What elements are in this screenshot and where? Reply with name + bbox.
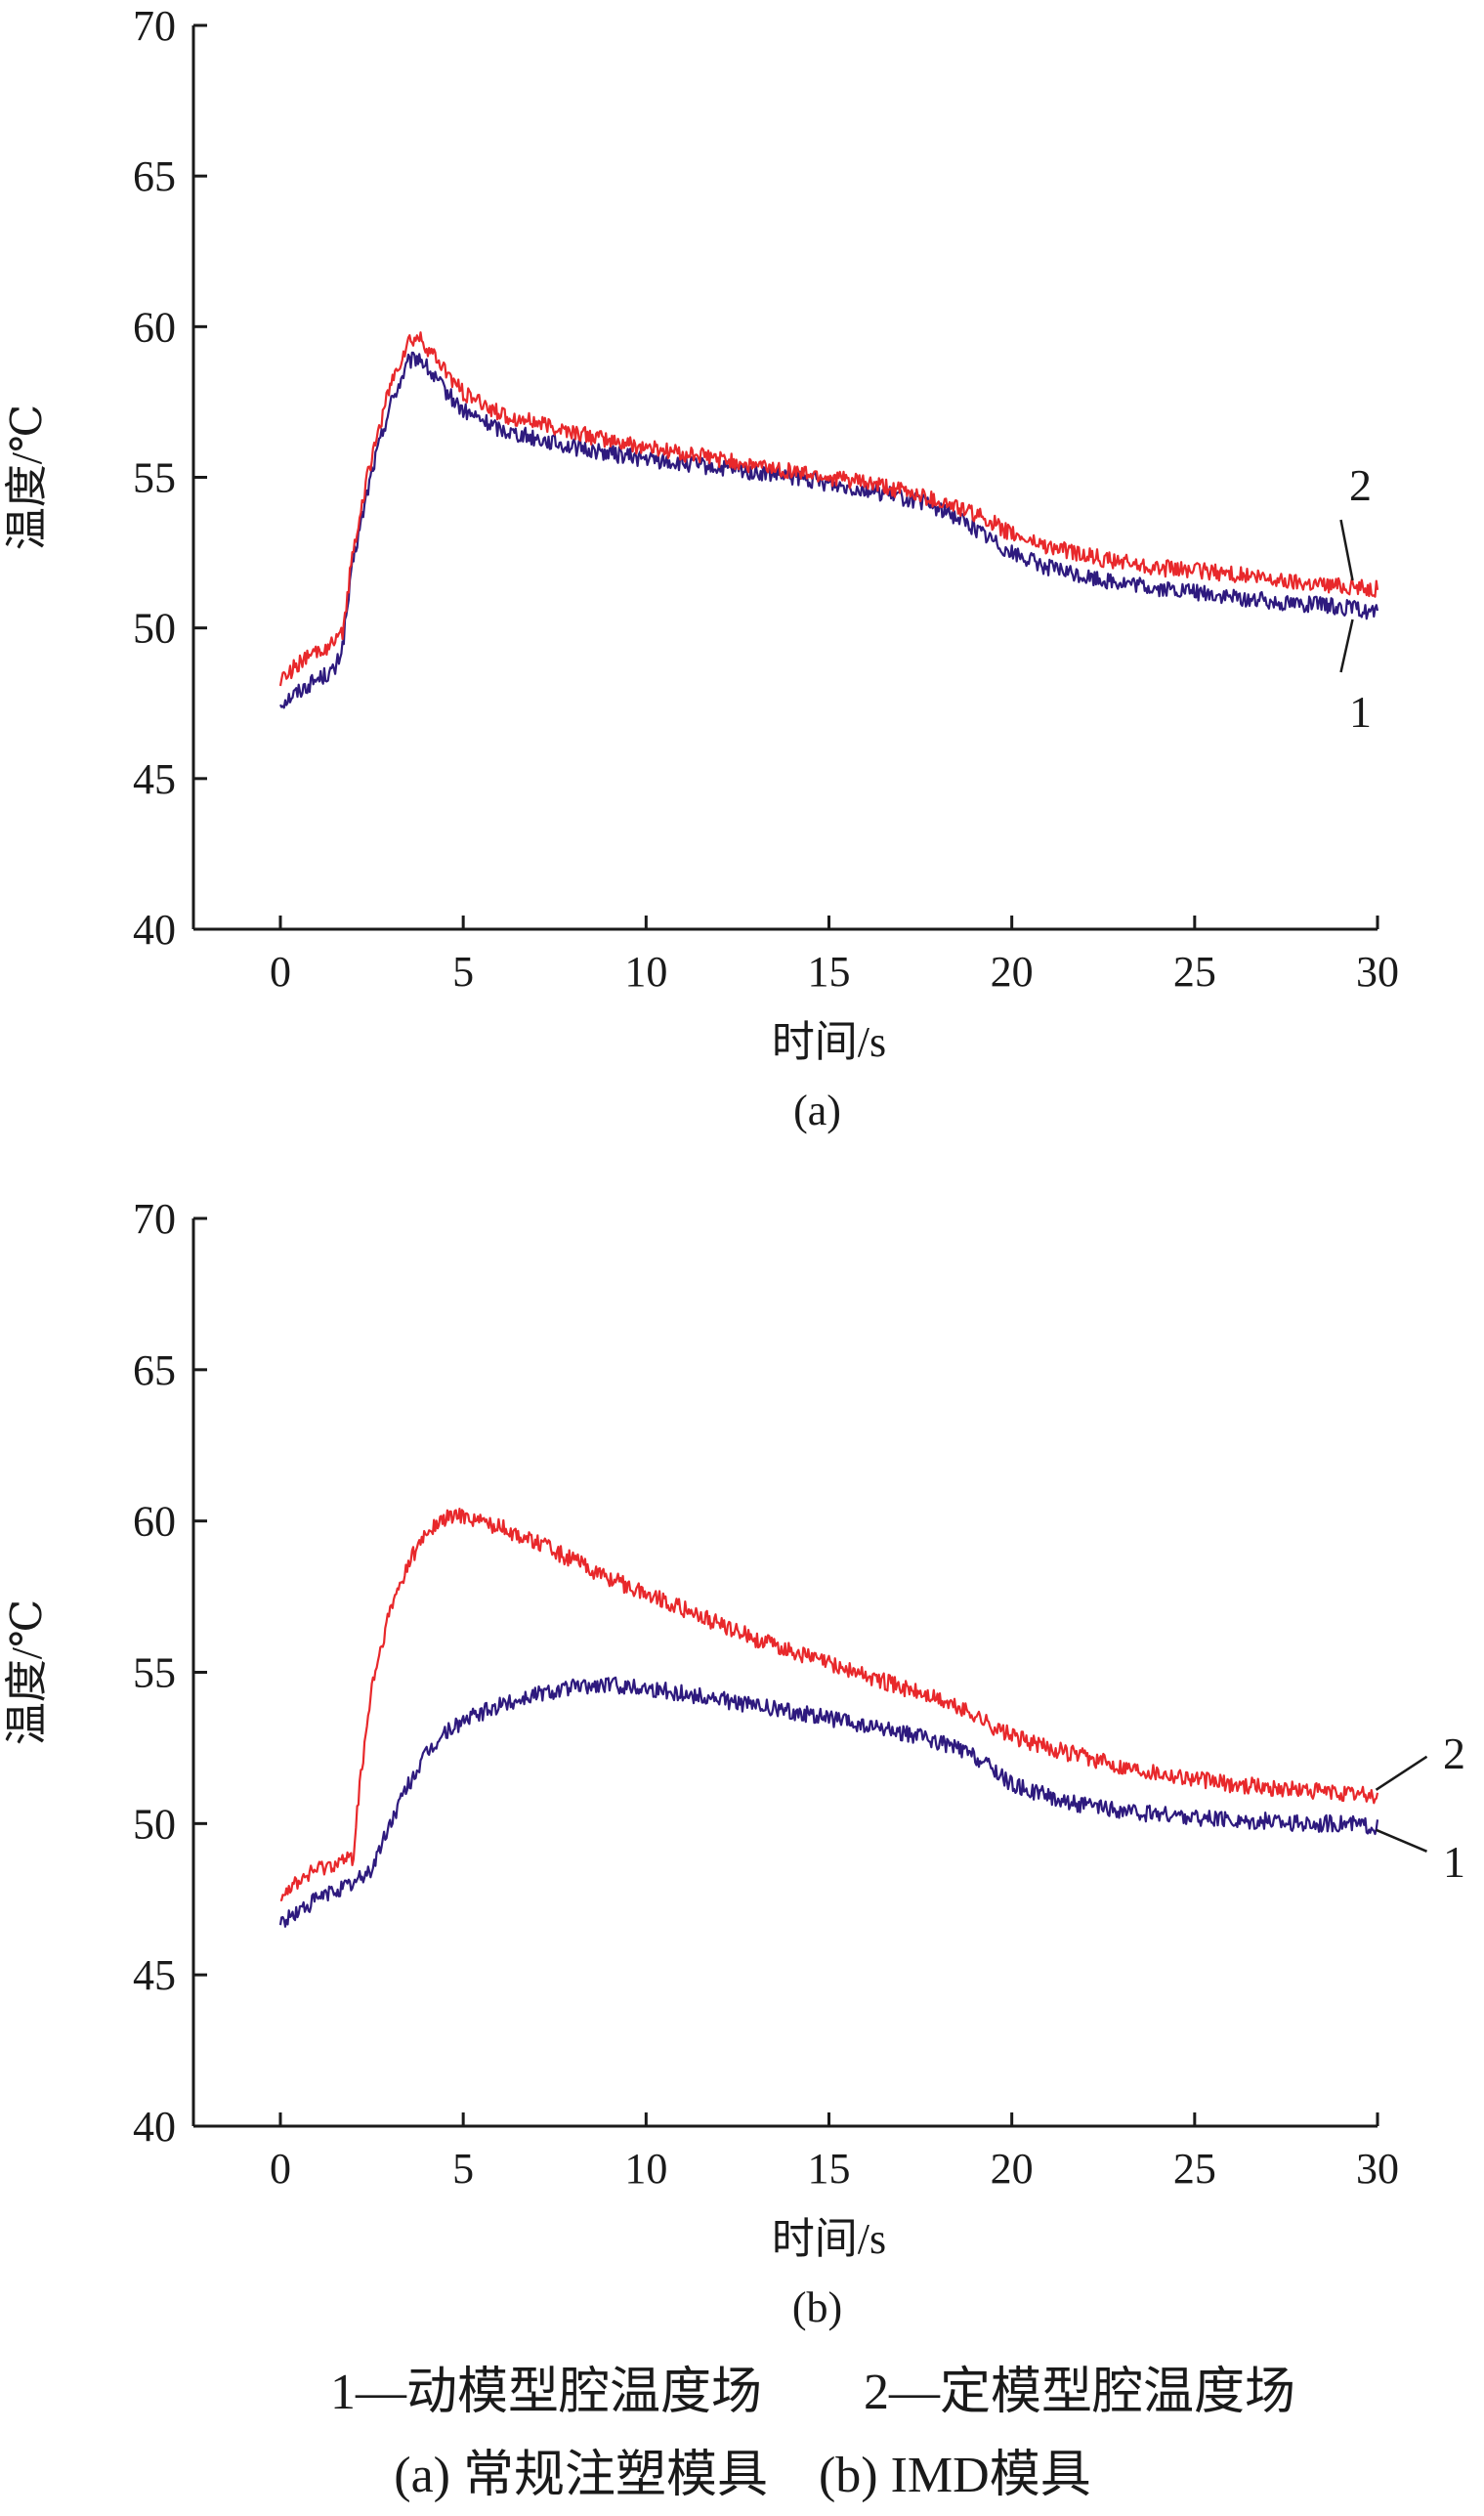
x-tick-label: 20: [991, 2145, 1034, 2193]
panel-label: (a): [793, 1087, 841, 1134]
curve-label-1-leader: [1376, 1828, 1428, 1853]
x-tick-label: 15: [808, 948, 851, 996]
series-2-line: [280, 1507, 1379, 1901]
y-tick-label: 45: [133, 1951, 176, 1999]
y-tick-label: 50: [133, 605, 176, 653]
curve-label-1: 1: [1443, 1837, 1465, 1887]
curve-label-2-leader: [1375, 1755, 1428, 1791]
x-tick-label: 25: [1173, 948, 1216, 996]
x-tick-label: 10: [624, 948, 667, 996]
series-1-line: [279, 351, 1379, 709]
y-tick-label: 65: [133, 1346, 176, 1394]
x-tick-label: 15: [808, 2145, 851, 2193]
curve-label-2-leader: [1339, 519, 1354, 581]
x-tick-label: 5: [452, 948, 474, 996]
y-tick-label: 45: [133, 755, 176, 803]
x-axis-label: 时间/s: [772, 1018, 886, 1066]
y-tick-label: 40: [133, 2103, 176, 2151]
curve-label-2: 2: [1349, 460, 1372, 510]
curve-label-1-leader: [1339, 618, 1354, 673]
curve-label-group: 21: [1375, 1728, 1465, 1887]
y-tick-label: 55: [133, 1649, 176, 1697]
caption-line-1: 1—动模型腔温度场 2—定模型腔温度场: [330, 2365, 1295, 2420]
series-group: [278, 1507, 1379, 1928]
y-tick-label: 70: [133, 2, 176, 50]
series-group: [278, 331, 1379, 709]
x-tick-label: 30: [1356, 2145, 1399, 2193]
x-tick-label: 20: [991, 948, 1034, 996]
y-tick-label: 65: [133, 152, 176, 200]
x-tick-label: 5: [452, 2145, 474, 2193]
curve-label-1: 1: [1349, 687, 1372, 737]
curve-label-2: 2: [1443, 1728, 1465, 1778]
y-tick-label: 40: [133, 906, 176, 954]
y-axis-label: 温度/℃: [3, 1599, 51, 1745]
x-tick-label: 0: [270, 948, 291, 996]
x-tick-label: 30: [1356, 948, 1399, 996]
series-2-line: [278, 331, 1379, 687]
series-1-line: [278, 1676, 1379, 1928]
y-tick-label: 60: [133, 303, 176, 351]
x-tick-label: 0: [270, 2145, 291, 2193]
y-tick-label: 70: [133, 1195, 176, 1243]
tick-marks: 40 45 50 55 60 65 70 0 5 10 15 20 25 30: [133, 2, 1399, 996]
tick-marks: 40 45 50 55 60 65 70 0 5 10 15 20 25 30: [133, 1195, 1399, 2193]
x-tick-label: 25: [1173, 2145, 1216, 2193]
y-tick-label: 60: [133, 1498, 176, 1546]
curve-label-group: 21: [1339, 460, 1372, 737]
y-tick-label: 55: [133, 454, 176, 502]
caption-line-2: (a) 常规注塑模具 (b) IMD模具: [394, 2448, 1090, 2503]
axes: [191, 1218, 1378, 2128]
x-axis-label: 时间/s: [772, 2215, 886, 2263]
y-axis-label: 温度/℃: [3, 405, 51, 550]
y-tick-label: 50: [133, 1800, 176, 1848]
x-tick-label: 10: [624, 2145, 667, 2193]
panel-label: (b): [792, 2283, 842, 2331]
